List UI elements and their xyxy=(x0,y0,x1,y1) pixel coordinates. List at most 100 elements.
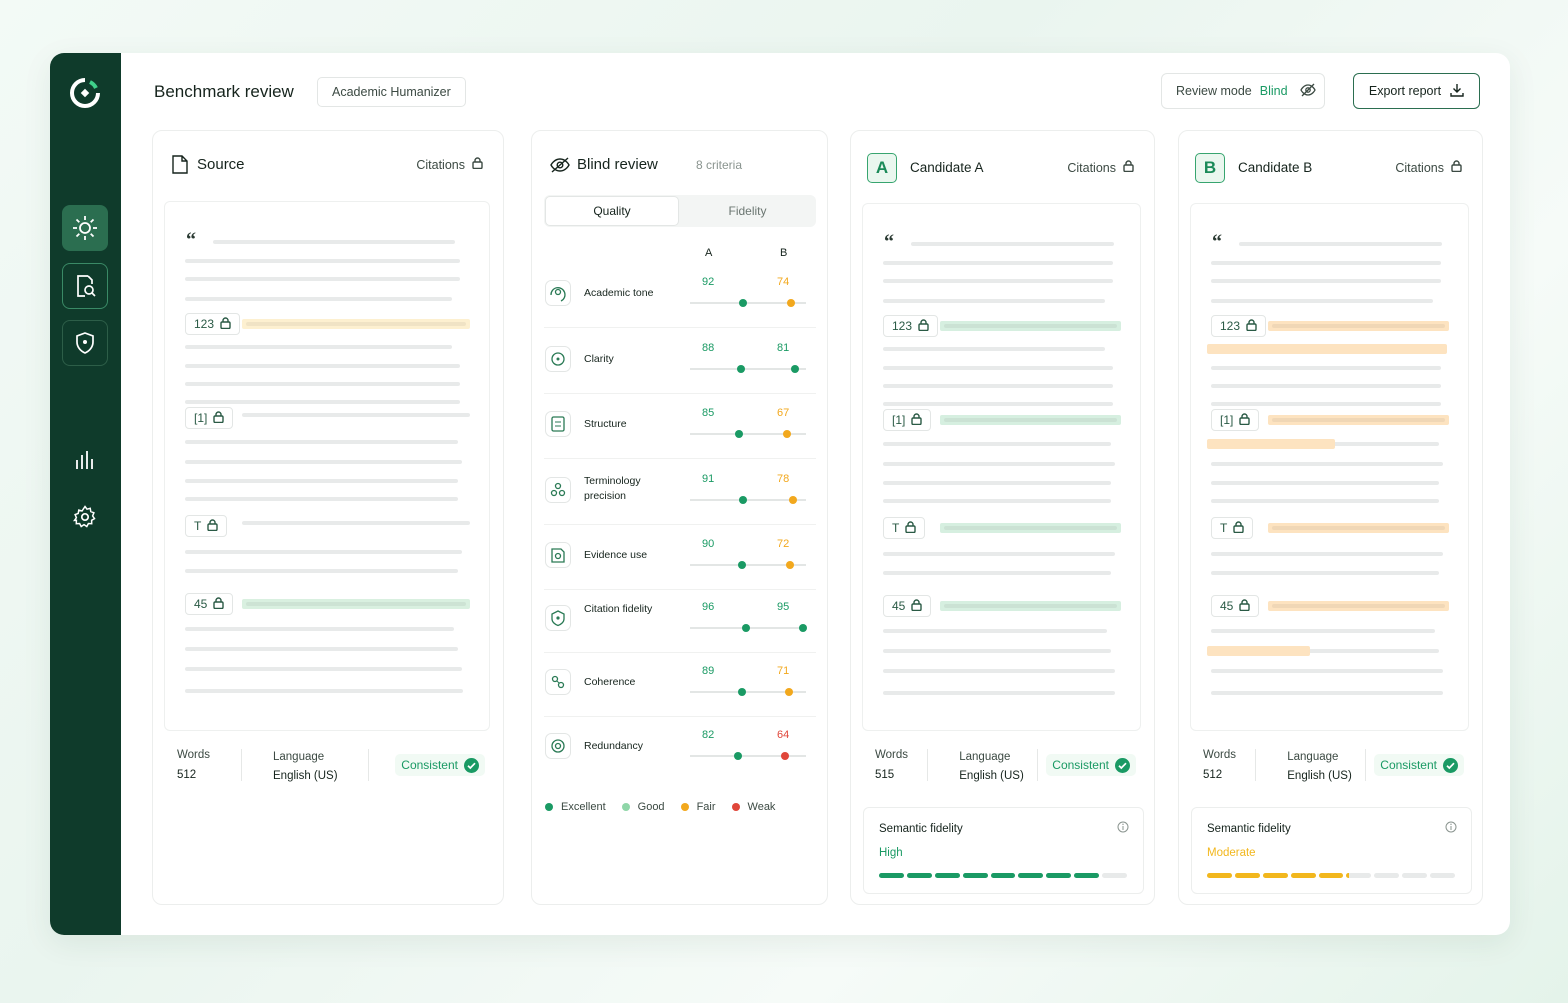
legend-dot xyxy=(680,803,689,811)
text-line xyxy=(185,460,463,464)
logo[interactable] xyxy=(68,76,102,110)
legend-dot xyxy=(621,803,630,811)
score-range xyxy=(690,365,748,373)
icon-part xyxy=(545,280,571,306)
criterion-name: Clarity xyxy=(584,353,614,365)
words-label: Words xyxy=(177,749,211,761)
highlight-line xyxy=(1268,523,1449,533)
icon xyxy=(545,605,571,636)
project-tag[interactable]: Academic Humanizer xyxy=(317,77,466,107)
nav-settings[interactable] xyxy=(73,505,97,529)
nav-security[interactable] xyxy=(62,320,108,366)
citation-chip: [1] xyxy=(1211,409,1260,431)
icon-part xyxy=(1246,318,1257,331)
icon-part xyxy=(911,416,923,425)
export-button[interactable]: Export report xyxy=(1353,73,1480,109)
score-track xyxy=(690,496,806,504)
icon-part xyxy=(1233,524,1245,533)
fidelity-segment xyxy=(1207,873,1232,878)
row-divider xyxy=(544,652,816,653)
review-mode-label: Review mode xyxy=(1176,84,1252,98)
fidelity-value: High xyxy=(879,847,903,859)
icon-part xyxy=(554,288,562,296)
icon xyxy=(545,542,571,573)
document-body: “ 123 [1] T 45 xyxy=(862,203,1141,731)
icon xyxy=(1115,757,1130,773)
fidelity-fill xyxy=(1046,873,1072,878)
nav-analytics[interactable] xyxy=(74,449,96,471)
icon-part xyxy=(464,757,479,773)
chip-text: 123 xyxy=(194,317,215,331)
icon-part xyxy=(545,542,571,568)
fidelity-fill xyxy=(1234,873,1260,878)
icon-part xyxy=(1125,160,1132,165)
panel-title: Candidate B xyxy=(1238,160,1313,175)
icon-part xyxy=(1248,318,1255,324)
score-dot xyxy=(785,561,794,569)
highlight-line xyxy=(940,415,1121,425)
language-label: Language xyxy=(273,751,325,763)
fidelity-segment xyxy=(1262,873,1288,878)
score-dot xyxy=(790,365,799,373)
score-dot xyxy=(737,365,746,373)
highlight-line xyxy=(940,321,1121,331)
icon-part xyxy=(1246,322,1257,331)
score-value: 91 xyxy=(702,473,715,485)
language-value: English (US) xyxy=(959,770,1024,782)
score-track xyxy=(690,752,806,760)
doc-panel: Source Citations “ 123 [1] T 45 Words 512 Languag… xyxy=(152,130,504,905)
divider xyxy=(367,749,369,781)
divider xyxy=(1255,749,1257,781)
legend-dot xyxy=(545,803,553,811)
text-line xyxy=(883,299,1106,303)
fidelity-segment xyxy=(1374,873,1400,878)
text-line xyxy=(185,569,459,573)
icon-part xyxy=(1115,757,1130,773)
icon-part xyxy=(467,762,476,769)
text-line xyxy=(1211,669,1444,673)
chip-text: T xyxy=(194,519,202,533)
text-line xyxy=(1211,691,1443,695)
text-line xyxy=(213,240,456,244)
fidelity-fill xyxy=(1318,873,1344,878)
semantic-fidelity: Semantic fidelity High xyxy=(863,807,1144,894)
icon-part xyxy=(1445,821,1457,833)
icon-part xyxy=(1450,823,1452,825)
icon xyxy=(1451,160,1462,175)
language-value: English (US) xyxy=(273,770,338,782)
text-line xyxy=(1211,261,1442,265)
icon-part xyxy=(1239,416,1251,425)
score-range xyxy=(748,688,806,696)
text-line xyxy=(944,526,1117,530)
criterion-name: Citation fidelity xyxy=(584,603,653,615)
text-line xyxy=(185,689,463,693)
icon-part xyxy=(90,218,95,223)
quote-mark: “ xyxy=(884,231,894,253)
sidebar xyxy=(50,53,121,935)
icon-part xyxy=(556,680,560,684)
icon-part xyxy=(1118,762,1127,769)
score-dot xyxy=(741,624,750,632)
icon-part xyxy=(222,316,229,322)
tab[interactable]: Quality xyxy=(545,196,679,226)
icon xyxy=(545,411,571,442)
review-mode[interactable]: Review mode Blind xyxy=(1161,73,1325,109)
fidelity-segment xyxy=(1102,873,1127,878)
text-line xyxy=(883,649,1112,653)
fidelity-segment xyxy=(1402,873,1428,878)
tab[interactable]: Fidelity xyxy=(728,204,767,218)
nav-review[interactable] xyxy=(62,263,108,309)
score-track xyxy=(690,624,808,632)
score-track xyxy=(690,299,806,307)
citation-chip: T xyxy=(883,517,926,539)
text-line xyxy=(185,277,461,281)
text-line xyxy=(911,242,1114,246)
icon-part xyxy=(550,287,566,302)
citation-chip: 123 xyxy=(883,315,939,337)
nav-overview[interactable] xyxy=(62,205,108,251)
icon-part xyxy=(558,489,566,497)
icon-part xyxy=(1304,86,1311,93)
highlight-line xyxy=(242,599,470,609)
text-line xyxy=(1211,366,1442,370)
